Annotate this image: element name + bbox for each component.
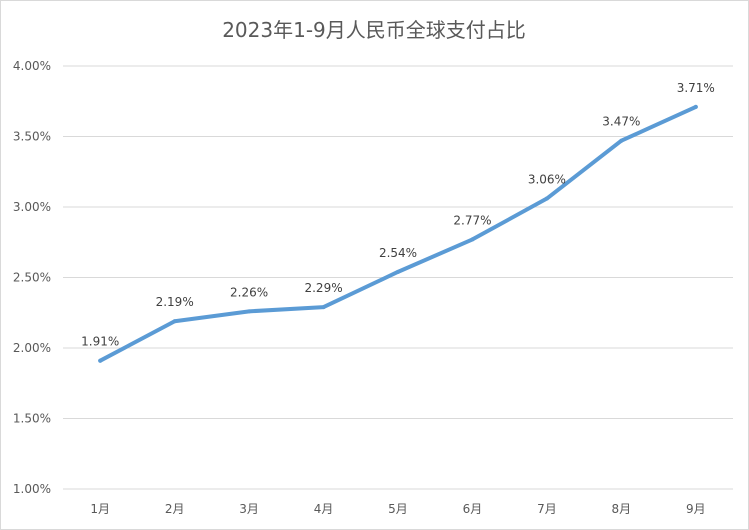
x-tick-label: 7月 [537,502,557,516]
y-tick-label: 1.00% [13,482,51,496]
y-axis: 1.00% 1.50% 2.00% 2.50% 3.00% 3.50% 4.00% [13,59,51,496]
x-tick-label: 8月 [612,502,632,516]
y-tick-label: 3.50% [13,130,51,144]
data-point [544,196,549,201]
data-label: 2.29% [304,281,342,295]
x-tick-label: 1月 [90,502,110,516]
data-label: 1.91% [81,335,119,349]
data-label: 2.54% [379,246,417,260]
data-label: 2.77% [453,213,491,227]
data-point [396,269,400,274]
y-tick-label: 3.00% [13,200,51,214]
x-tick-label: 4月 [314,502,334,516]
data-point [98,358,103,363]
y-tick-label: 1.50% [13,412,51,426]
data-point [321,305,326,310]
chart-title: 2023年1-9月人民币全球支付占比 [222,18,526,42]
x-tick-label: 6月 [463,502,483,516]
series-line [98,104,698,363]
data-point [172,319,177,324]
x-tick-label: 5月 [388,502,408,516]
y-tick-label: 2.00% [13,341,51,355]
gridlines [63,65,733,490]
y-tick-label: 4.00% [13,59,51,73]
x-axis: 1月 2月 3月 4月 5月 6月 7月 8月 9月 [90,502,705,516]
data-point [619,138,624,143]
x-tick-label: 2月 [165,502,185,516]
data-label: 3.71% [677,81,715,95]
data-labels: 1.91% 2.19% 2.26% 2.29% 2.54% 2.77% 3.06% 3.47%… [81,81,715,349]
x-tick-label: 9月 [686,502,706,516]
y-tick-label: 2.50% [13,271,51,285]
data-label: 3.47% [602,115,640,129]
x-tick-label: 3月 [239,502,259,516]
data-point [470,237,475,242]
data-label: 3.06% [528,173,566,187]
data-label: 2.19% [156,295,194,309]
data-label: 2.26% [230,285,268,299]
series [98,104,698,363]
data-point [693,104,698,109]
data-point [247,309,252,314]
